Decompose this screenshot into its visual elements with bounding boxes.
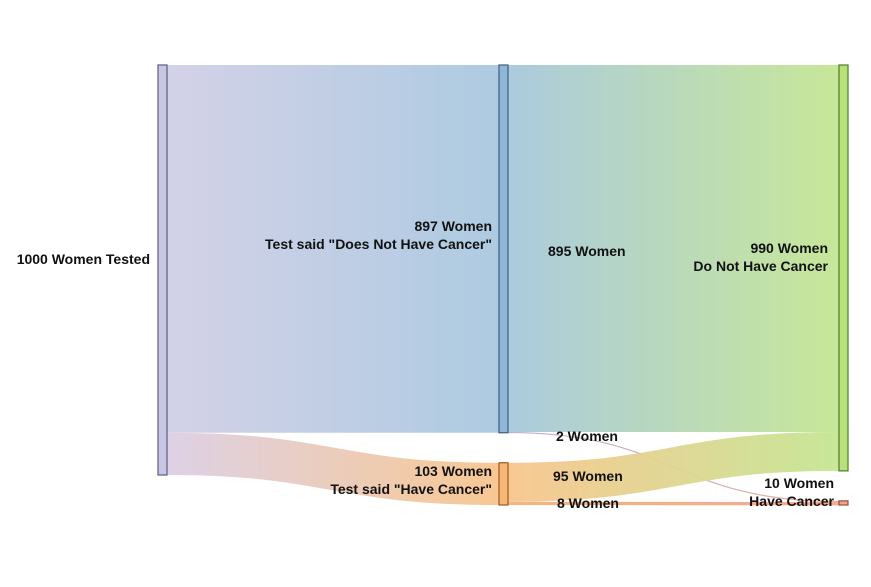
link-label-neg-to-cancer: 2 Women — [556, 428, 618, 444]
node-label-pos-line-0: 103 Women — [414, 463, 492, 479]
node-pos — [498, 462, 509, 506]
link-label-neg-to-nocancer: 895 Women — [548, 243, 626, 259]
node-cancer — [838, 500, 849, 506]
node-neg — [498, 64, 509, 434]
links-layer — [166, 64, 840, 506]
labels-layer: 1000 Women Tested 897 Women Test said "Doe… — [17, 218, 835, 511]
node-label-nocancer-line-1: Do Not Have Cancer — [693, 258, 828, 274]
link-label-pos-to-nocancer: 95 Women — [553, 468, 623, 484]
node-tested — [157, 64, 168, 476]
node-label-neg-line-1: Test said "Does Not Have Cancer" — [265, 236, 492, 252]
nodes-layer — [157, 64, 849, 506]
node-label-pos-line-1: Test said "Have Cancer" — [330, 481, 492, 497]
node-label-cancer-line-1: Have Cancer — [749, 493, 834, 509]
link-tested-to-pos — [166, 432, 500, 505]
link-pos-to-nocancer — [507, 431, 840, 502]
node-label-tested-line-0: 1000 Women Tested — [17, 251, 150, 267]
node-label-neg-line-0: 897 Women — [414, 218, 492, 234]
node-nocancer — [838, 64, 849, 472]
link-label-pos-to-cancer: 8 Women — [557, 495, 619, 511]
node-label-cancer-line-0: 10 Women — [764, 475, 834, 491]
node-label-nocancer-line-0: 990 Women — [750, 240, 828, 256]
